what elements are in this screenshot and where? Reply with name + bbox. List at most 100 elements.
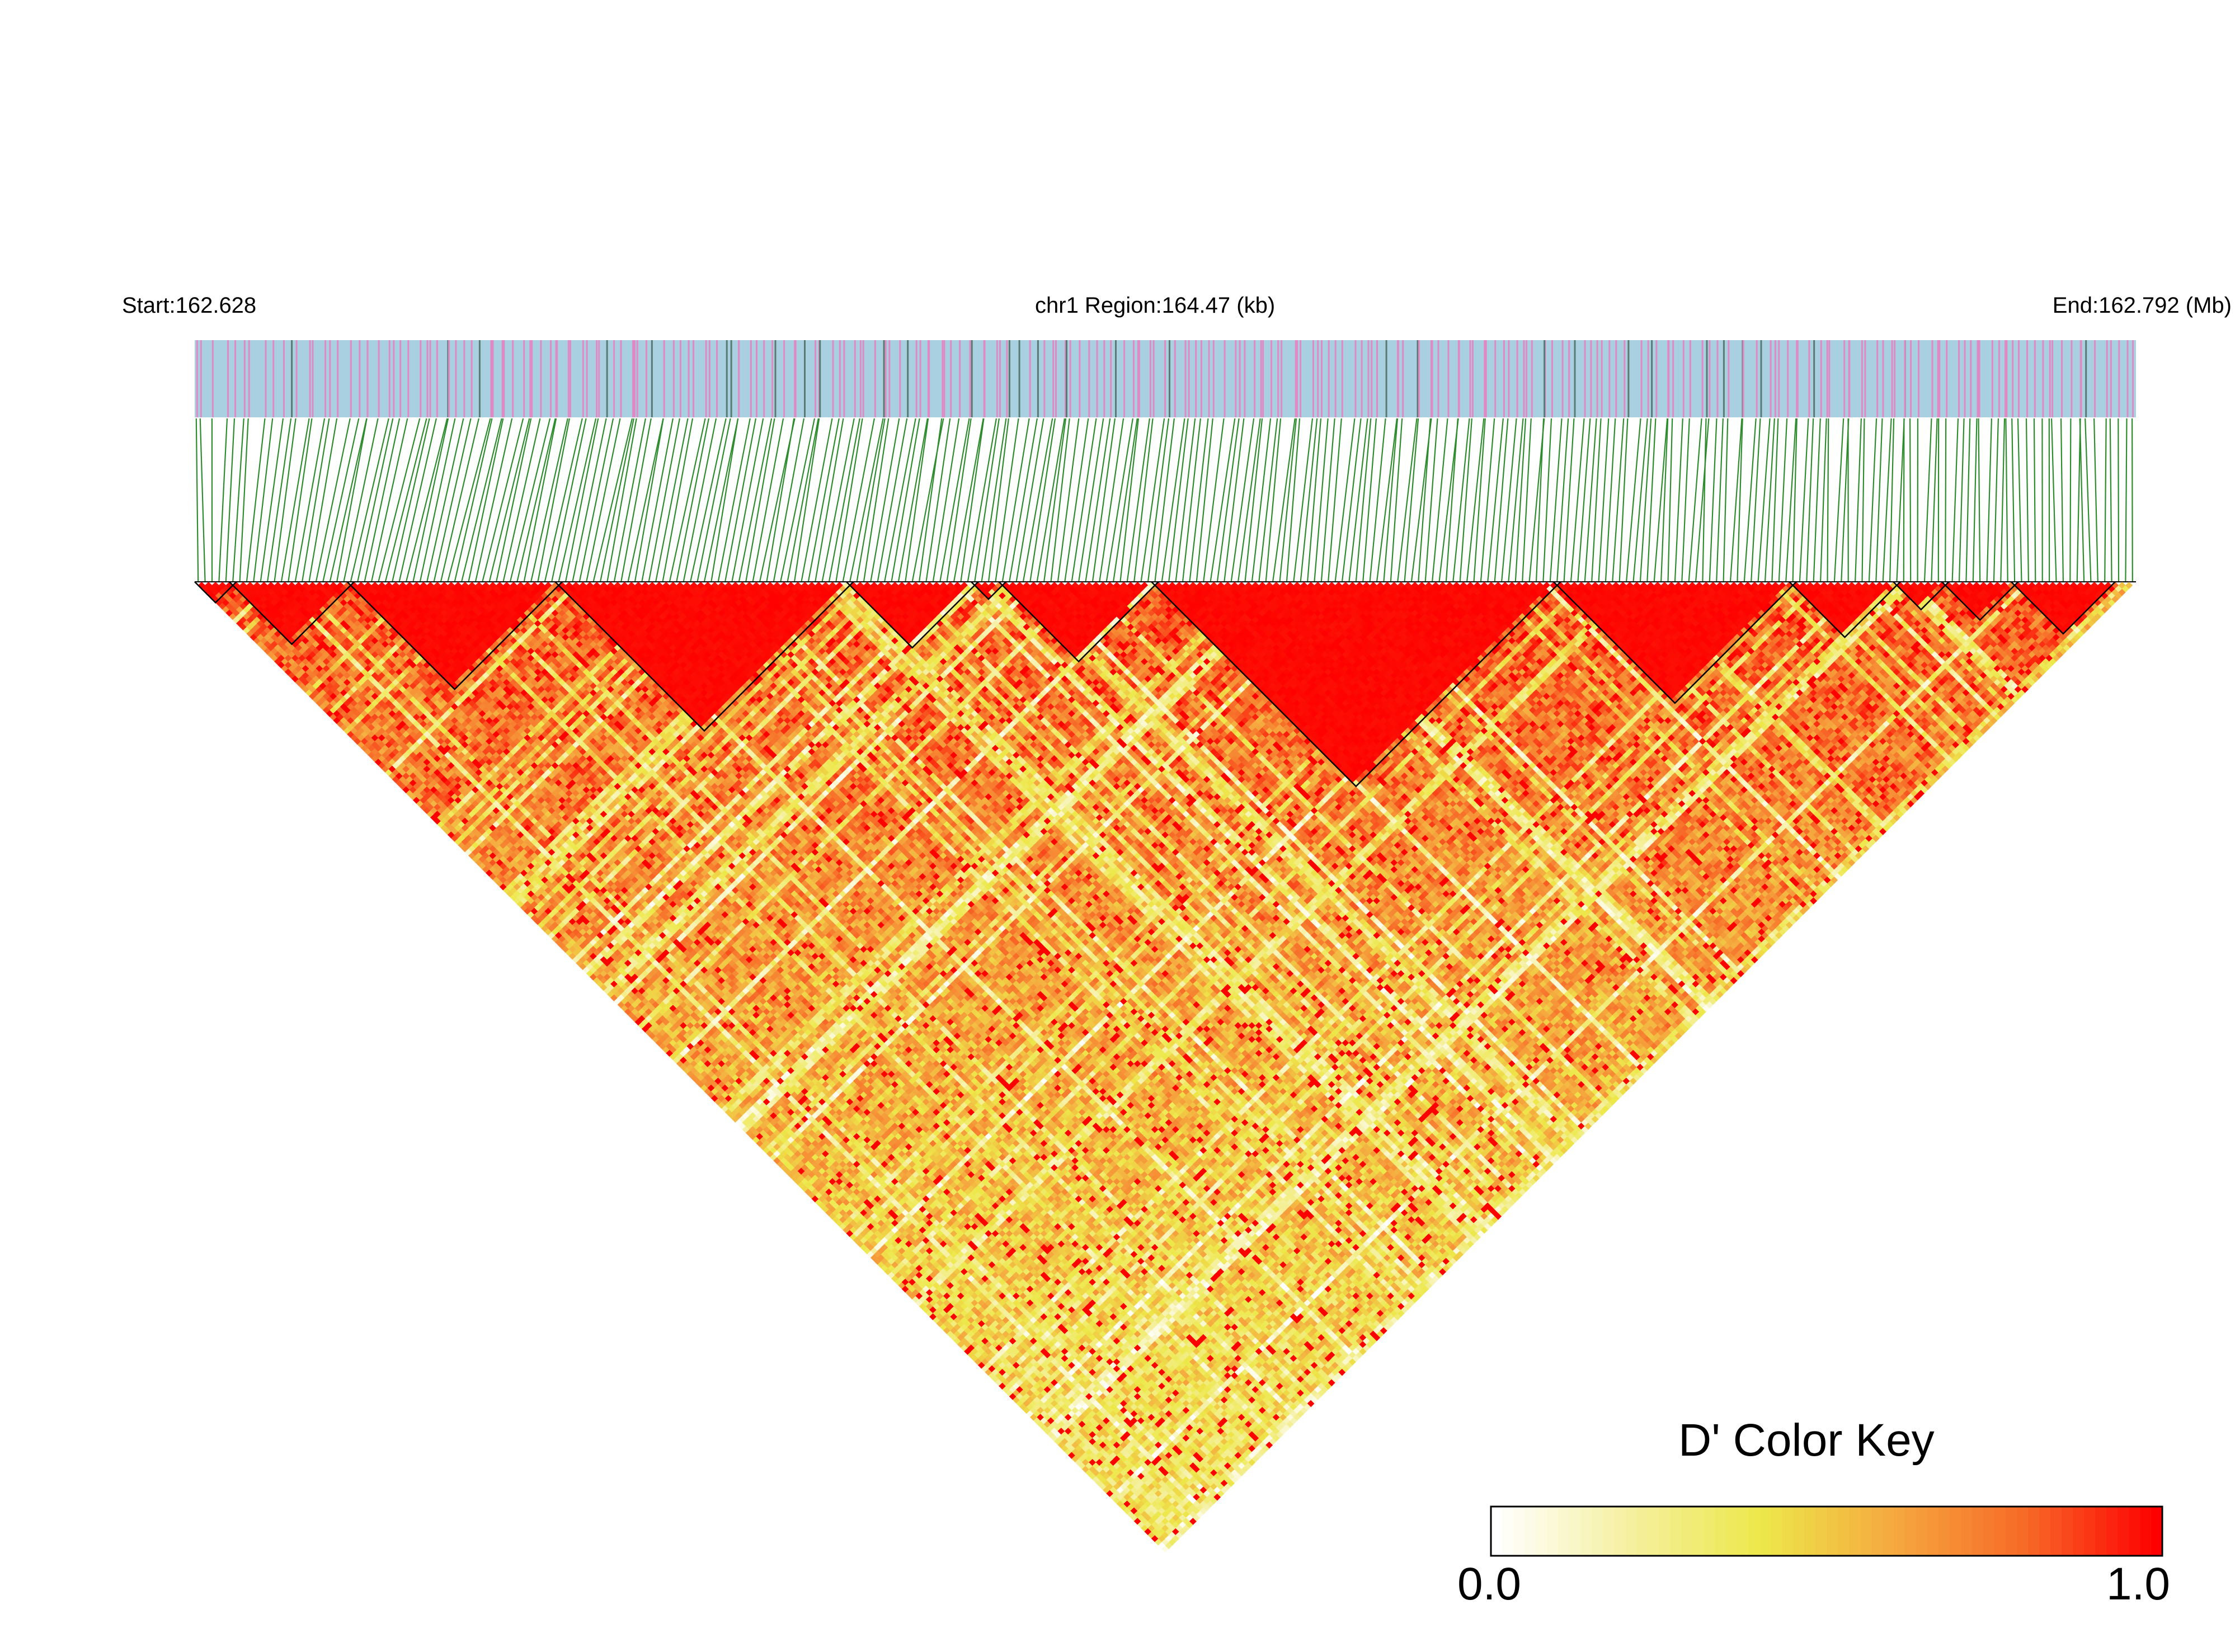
snp-connector-line — [218, 418, 228, 582]
variant-mark — [501, 340, 504, 417]
variant-mark — [2042, 340, 2044, 417]
variant-mark — [672, 340, 675, 417]
snp-connector-line — [1015, 418, 1044, 582]
variant-mark — [1742, 340, 1744, 417]
variant-mark — [679, 340, 681, 417]
variant-mark — [200, 340, 202, 417]
snp-connector-line — [1459, 418, 1472, 582]
snp-connector-line — [572, 418, 607, 582]
snp-connector-line — [2069, 418, 2072, 582]
snp-connector-line — [787, 418, 819, 582]
variant-mark — [1239, 340, 1241, 417]
snp-connector-line — [1244, 418, 1263, 582]
variant-mark — [569, 340, 571, 417]
variant-mark — [1184, 340, 1187, 417]
ld-cell — [205, 582, 213, 589]
variant-mark — [1828, 340, 1831, 417]
variant-mark — [2026, 340, 2028, 417]
variant-mark — [1235, 340, 1237, 417]
snp-connector-line — [496, 418, 532, 582]
snp-connector-line — [801, 418, 833, 582]
snp-connector-line — [1646, 418, 1657, 582]
snp-connector-line — [378, 418, 421, 582]
variant-mark — [420, 340, 422, 417]
snp-connector-line — [641, 418, 674, 582]
snp-connector-line — [1161, 418, 1185, 582]
snp-connector-line — [253, 418, 274, 582]
variant-mark — [663, 340, 665, 417]
snp-connector-line — [752, 418, 784, 582]
snp-connector-line — [995, 418, 1019, 582]
snp-connector-line — [946, 418, 972, 582]
variant-mark — [815, 340, 816, 417]
snp-connector-line — [1993, 418, 1999, 582]
variant-mark — [550, 340, 552, 417]
variant-mark — [196, 340, 198, 417]
snp-connector-line — [336, 418, 368, 582]
variant-mark — [1709, 340, 1711, 417]
snp-connector-line — [780, 418, 816, 582]
variant-mark — [874, 340, 876, 417]
variant-mark — [337, 340, 339, 417]
snp-connector-line — [1383, 418, 1399, 582]
snp-connector-line — [1945, 418, 1947, 582]
snp-connector-line — [2033, 418, 2036, 582]
snp-connector-line — [426, 418, 464, 582]
snp-connector-line — [1972, 418, 1978, 582]
snp-connector-line — [1632, 418, 1648, 582]
snp-connector-line — [302, 418, 330, 582]
variant-mark — [1137, 340, 1139, 417]
snp-connector-line — [731, 418, 764, 582]
snp-connector-line — [2011, 418, 2016, 582]
variant-mark — [1627, 340, 1630, 417]
variant-mark — [1328, 340, 1330, 417]
variant-mark — [1601, 340, 1603, 417]
snp-connector-line — [1986, 418, 1992, 582]
variant-mark — [1064, 340, 1066, 417]
snp-connector-line — [960, 418, 985, 582]
variant-mark — [512, 340, 514, 417]
variant-mark — [447, 340, 449, 417]
snp-connector-line — [1189, 418, 1209, 582]
variant-mark — [1596, 340, 1598, 417]
snp-connector-line — [1147, 418, 1170, 582]
variant-mark — [774, 340, 777, 417]
variant-mark — [1946, 340, 1948, 417]
variant-mark — [1682, 340, 1685, 417]
variant-mark — [1354, 340, 1357, 417]
snp-connector-line — [488, 418, 530, 582]
snp-connector-line — [1792, 418, 1798, 582]
snp-connector-line — [1404, 418, 1419, 582]
variant-mark — [492, 340, 494, 417]
snp-connector-line — [544, 418, 583, 582]
variant-mark — [1115, 340, 1117, 417]
variant-mark — [708, 340, 711, 417]
snp-connector-line — [322, 418, 360, 582]
snp-connector-line — [398, 418, 437, 582]
snp-connector-line — [981, 418, 1007, 582]
gene-track — [195, 340, 2136, 417]
snp-connector-line — [828, 418, 860, 582]
snp-connector-line — [274, 418, 297, 582]
snp-connector-line — [578, 418, 614, 582]
variant-mark — [1716, 340, 1719, 417]
snp-connector-line — [919, 418, 943, 582]
snp-connector-line — [793, 418, 820, 582]
variant-mark — [1398, 340, 1399, 417]
snp-connector-line — [1432, 418, 1448, 582]
snp-connector-line — [1307, 418, 1322, 582]
snp-connector-line — [232, 418, 244, 582]
snp-connector-line — [1674, 418, 1683, 582]
variant-mark — [1208, 340, 1210, 417]
snp-connector-line — [1820, 418, 1827, 582]
variant-mark — [1195, 340, 1197, 417]
variant-mark — [693, 340, 694, 417]
variant-mark — [1861, 340, 1863, 417]
snp-connector-line — [530, 418, 568, 582]
variant-mark — [1006, 340, 1008, 417]
snp-connector-line — [1224, 418, 1245, 582]
variant-mark — [1277, 340, 1279, 417]
variant-mark — [1813, 340, 1815, 417]
variant-mark — [1774, 340, 1776, 417]
variant-mark — [1689, 340, 1691, 417]
